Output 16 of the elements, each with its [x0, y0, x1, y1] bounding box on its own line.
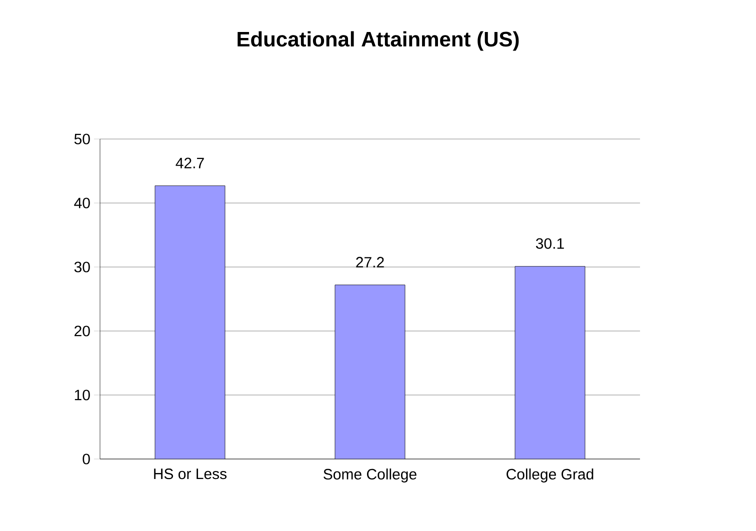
bar: [155, 186, 226, 459]
y-tick-label: 0: [82, 454, 90, 464]
y-tick-label: 30: [74, 262, 90, 272]
x-tick-label: HS or Less: [154, 468, 227, 480]
y-tick-label: 20: [74, 326, 90, 336]
data-label: 30.1: [536, 238, 564, 249]
y-tick-label: 10: [74, 390, 90, 400]
x-tick-label: Some College: [324, 468, 416, 482]
bar: [514, 266, 586, 459]
data-label: 42.7: [176, 158, 204, 168]
y-tick-label: 40: [74, 198, 90, 208]
x-tick-label: College Grad: [506, 468, 594, 482]
data-label: 27.2: [356, 256, 384, 268]
y-tick-label: 50: [74, 134, 90, 144]
bar: [335, 284, 406, 459]
chart-title: Educational Attainment (US): [238, 31, 519, 51]
